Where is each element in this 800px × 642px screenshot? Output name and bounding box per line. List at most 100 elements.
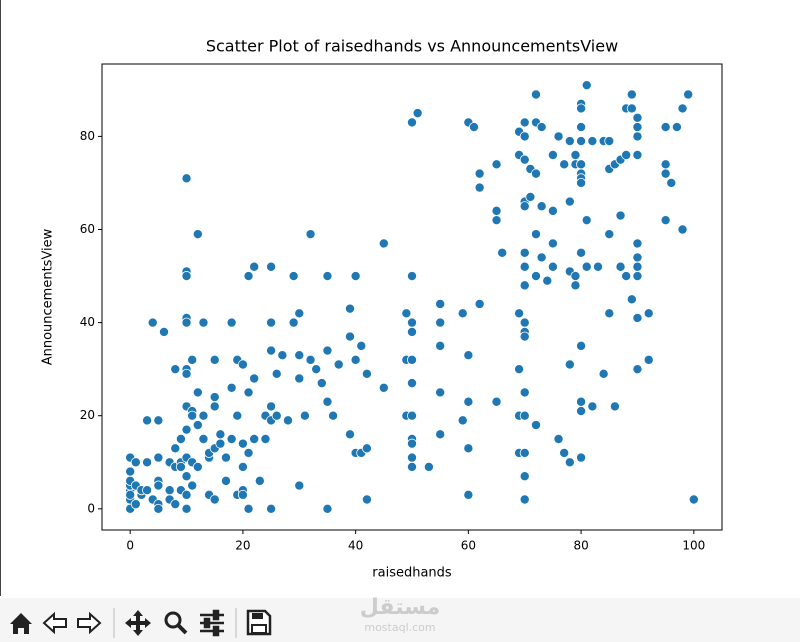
point (175, 461, 186, 472)
point (435, 387, 446, 398)
x-tick-label: 0 (126, 539, 134, 553)
point (660, 215, 671, 226)
point (305, 229, 316, 240)
point (587, 136, 598, 147)
point (266, 261, 277, 272)
point (181, 503, 192, 514)
point (593, 261, 604, 272)
point (621, 271, 632, 282)
x-tick-label: 20 (235, 539, 250, 553)
watermark: مستقل (360, 595, 440, 620)
point (153, 480, 164, 491)
point (581, 215, 592, 226)
point (564, 196, 575, 207)
y-tick-label: 60 (80, 222, 95, 236)
point (192, 420, 203, 431)
point (406, 117, 417, 128)
point (553, 131, 564, 142)
point (474, 168, 485, 179)
point (581, 261, 592, 272)
point (519, 154, 530, 165)
point (181, 173, 192, 184)
point (209, 494, 220, 505)
forward-button[interactable] (77, 611, 102, 635)
point (576, 247, 587, 258)
point (491, 205, 502, 216)
point (215, 438, 226, 449)
point (519, 131, 530, 142)
y-axis-label: AnnouncementsView (41, 228, 56, 365)
point (474, 298, 485, 309)
point (198, 317, 209, 328)
point (142, 457, 153, 468)
point (226, 433, 237, 444)
save-button[interactable] (246, 609, 272, 636)
point (170, 499, 181, 510)
point (406, 354, 417, 365)
zoom-lens (164, 611, 182, 629)
point (683, 89, 694, 100)
point (576, 159, 587, 170)
point (598, 368, 609, 379)
point (632, 131, 643, 142)
point (125, 466, 136, 477)
point (547, 261, 558, 272)
point (536, 252, 547, 263)
point (536, 201, 547, 212)
point (125, 489, 136, 500)
point (170, 443, 181, 454)
point (344, 303, 355, 314)
point (277, 350, 288, 361)
point (519, 261, 530, 272)
point (660, 168, 671, 179)
point (547, 150, 558, 161)
point (576, 177, 587, 188)
zoom-button[interactable] (164, 611, 188, 635)
point (604, 136, 615, 147)
point (316, 378, 327, 389)
point (423, 461, 434, 472)
point (254, 475, 265, 486)
point (192, 229, 203, 240)
point (164, 485, 175, 496)
point (632, 238, 643, 249)
point (181, 368, 192, 379)
point (553, 433, 564, 444)
point (322, 345, 333, 356)
home-button[interactable] (10, 613, 32, 634)
point (519, 447, 530, 458)
pan-button[interactable] (125, 610, 151, 636)
point (266, 503, 277, 514)
point (609, 401, 620, 412)
point (249, 433, 260, 444)
point (632, 150, 643, 161)
point (671, 122, 682, 133)
point (181, 271, 192, 282)
y-tick-label: 80 (80, 129, 95, 143)
point (519, 410, 530, 421)
point (322, 503, 333, 514)
point (198, 410, 209, 421)
point (294, 373, 305, 384)
point (294, 350, 305, 361)
point (643, 354, 654, 365)
point (688, 494, 699, 505)
configure-button[interactable] (200, 609, 224, 637)
disk-label (252, 613, 263, 619)
point (412, 108, 423, 119)
point (305, 354, 316, 365)
point (220, 475, 231, 486)
point (249, 261, 260, 272)
point (491, 159, 502, 170)
point (271, 410, 282, 421)
point (435, 340, 446, 351)
point (192, 461, 203, 472)
point (531, 89, 542, 100)
point (181, 317, 192, 328)
point (350, 271, 361, 282)
point (632, 252, 643, 263)
back-button[interactable] (42, 611, 67, 635)
x-tick-label: 60 (461, 539, 476, 553)
point (531, 271, 542, 282)
point (153, 503, 164, 514)
